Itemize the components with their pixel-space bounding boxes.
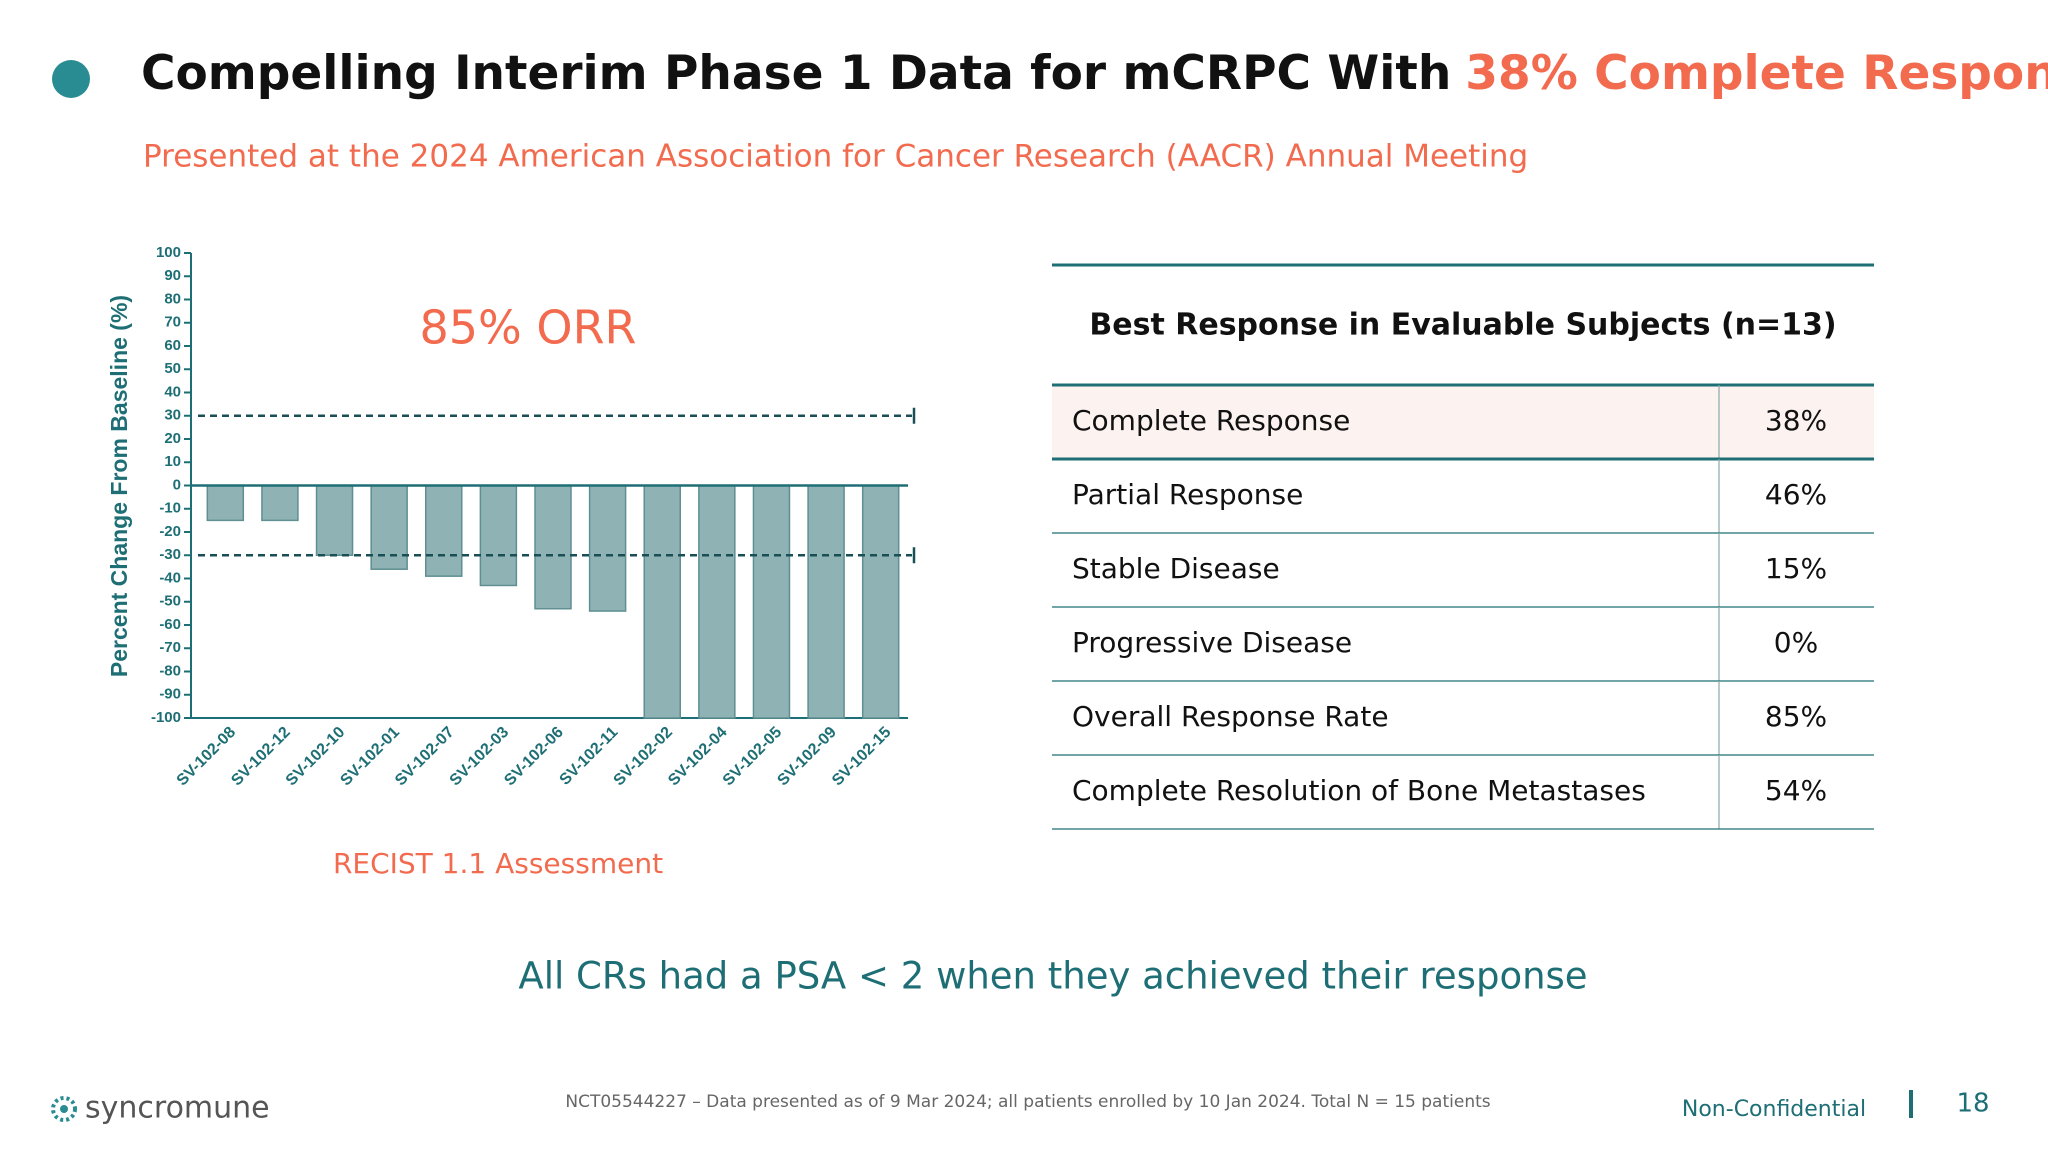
y-tick-label: 90 (164, 267, 181, 284)
y-tick-label: 30 (164, 407, 181, 424)
bar (752, 484, 791, 719)
y-tick-label: 50 (164, 360, 181, 377)
title-highlight: 38% Complete Response (1465, 46, 2048, 101)
row-value: 54% (1765, 774, 1827, 807)
footnote: NCT05544227 – Data presented as of 9 Mar… (565, 1092, 1490, 1112)
bar (588, 484, 627, 612)
bar (206, 484, 245, 522)
bar (534, 484, 572, 610)
statement: All CRs had a PSA < 2 when they achieved… (518, 955, 1587, 998)
x-axis-label: RECIST 1.1 Assessment (333, 847, 663, 880)
y-tick-label: -10 (159, 500, 181, 517)
title-bullet (52, 60, 90, 98)
y-tick-label: 0 (173, 476, 181, 493)
y-tick-label: -60 (159, 616, 181, 633)
bar (370, 484, 408, 570)
bar (425, 484, 463, 577)
table-row-highlight (1052, 385, 1874, 459)
row-value: 0% (1774, 626, 1818, 659)
logo-mark (51, 1096, 77, 1122)
table-title: Best Response in Evaluable Subjects (n=1… (1089, 308, 1836, 343)
y-tick-label: -30 (159, 546, 181, 563)
row-value: 38% (1765, 404, 1827, 437)
y-tick-label: 70 (164, 314, 181, 331)
y-tick-label: 60 (164, 337, 181, 354)
y-tick-label: -100 (151, 709, 181, 726)
bar (261, 484, 299, 522)
row-label: Stable Disease (1072, 552, 1280, 585)
y-tick-label: -80 (159, 662, 181, 679)
row-label: Complete Resolution of Bone Metastases (1072, 774, 1646, 807)
x-tick-label: SV-102-15 (829, 724, 895, 790)
row-value: 15% (1765, 552, 1827, 585)
y-tick-label: -90 (159, 686, 181, 703)
logo-mark-center (60, 1105, 68, 1113)
y-tick-label: -20 (159, 523, 181, 540)
page-number: 18 (1956, 1089, 1989, 1119)
row-label: Complete Response (1072, 404, 1350, 437)
y-tick-label: 100 (156, 244, 181, 261)
subtitle: Presented at the 2024 American Associati… (143, 139, 1528, 175)
bar (643, 484, 681, 719)
bar (807, 484, 845, 719)
y-tick-label: 40 (164, 383, 181, 400)
y-tick-label: 10 (164, 453, 181, 470)
bar (861, 484, 900, 719)
y-tick-label: -40 (159, 569, 181, 586)
bar (479, 484, 518, 587)
y-tick-label: 80 (164, 290, 181, 307)
x-tick-label: SV-102-06 (501, 724, 567, 790)
logo: syncromune (85, 1091, 270, 1126)
y-tick-label: -50 (159, 593, 181, 610)
row-value: 85% (1765, 700, 1827, 733)
annotation: 85% ORR (420, 301, 637, 355)
classification: Non-Confidential (1682, 1097, 1866, 1122)
y-axis-label: Percent Change From Baseline (%) (106, 295, 132, 677)
bar (315, 484, 354, 556)
y-tick-label: -70 (159, 639, 181, 656)
logo-icon (51, 1096, 77, 1122)
y-tick-label: 20 (164, 430, 181, 447)
row-label: Overall Response Rate (1072, 700, 1389, 733)
title-main: Compelling Interim Phase 1 Data for mCRP… (141, 46, 1451, 101)
bar (698, 484, 736, 719)
row-value: 46% (1765, 478, 1827, 511)
row-label: Partial Response (1072, 478, 1303, 511)
title: Compelling Interim Phase 1 Data for mCRP… (141, 46, 2048, 101)
row-label: Progressive Disease (1072, 626, 1352, 659)
